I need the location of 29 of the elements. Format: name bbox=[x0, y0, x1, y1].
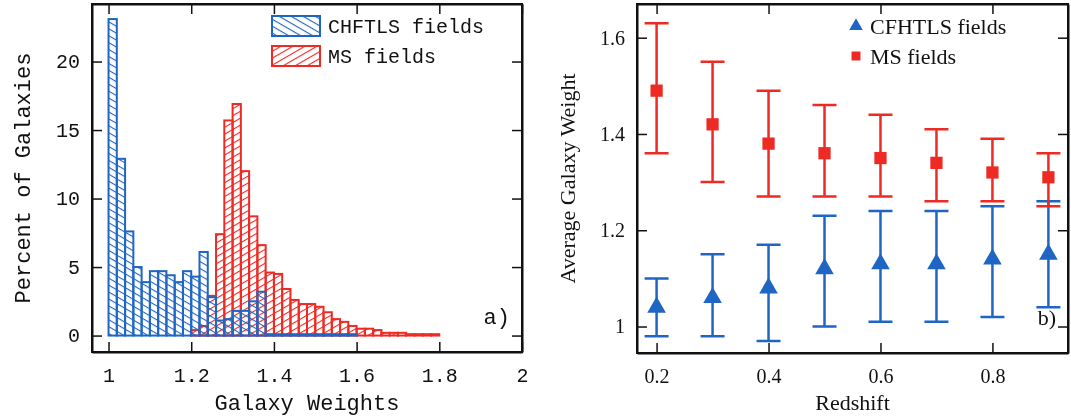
x-tick-label: 2 bbox=[516, 365, 529, 389]
x-tick-label: 1.2 bbox=[173, 365, 210, 389]
x-axis-title: Redshift bbox=[815, 390, 890, 415]
x-tick-label: 1.6 bbox=[339, 365, 376, 389]
y-tick-label: 20 bbox=[55, 51, 80, 75]
y-tick-label: 5 bbox=[67, 256, 80, 280]
y-tick-label: 10 bbox=[55, 188, 80, 212]
x-tick-label: 1.4 bbox=[256, 365, 293, 389]
y-axis-title: Percent of Galaxies bbox=[12, 52, 37, 304]
x-tick-label: 0.4 bbox=[756, 365, 782, 388]
y-axis-title: Average Galaxy Weight bbox=[555, 73, 580, 284]
y-tick-label: 1.6 bbox=[600, 26, 625, 49]
legend-label: CFHTLS fields bbox=[870, 14, 1007, 39]
x-tick-label: 1.8 bbox=[421, 365, 458, 389]
annotation: b) bbox=[1037, 305, 1056, 330]
legend-label: MS fields bbox=[328, 46, 437, 69]
x-axis-title: Galaxy Weights bbox=[214, 392, 400, 417]
x-tick-label: 0.2 bbox=[644, 365, 670, 388]
y-tick-label: 1.4 bbox=[600, 122, 625, 145]
y-tick-label: 1.2 bbox=[600, 219, 625, 242]
y-tick-label: 1 bbox=[615, 315, 625, 338]
x-tick-label: 1 bbox=[103, 365, 116, 389]
annotation: a) bbox=[483, 306, 510, 331]
x-tick-label: 0.6 bbox=[868, 365, 894, 388]
legend-label: MS fields bbox=[870, 44, 957, 69]
legend-label: CHFTLS fields bbox=[328, 16, 485, 39]
y-tick-label: 15 bbox=[55, 119, 80, 143]
y-tick-label: 0 bbox=[67, 325, 80, 349]
x-tick-label: 0.8 bbox=[980, 365, 1006, 388]
